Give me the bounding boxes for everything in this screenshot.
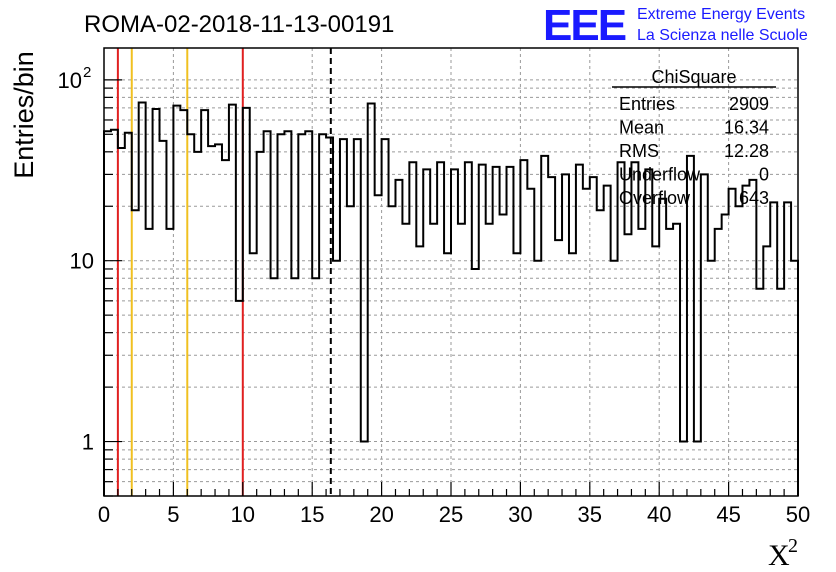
x-tick-label: 10: [231, 502, 255, 527]
x-tick-label: 45: [716, 502, 740, 527]
y-tick-label: 10: [58, 68, 82, 93]
x-axis-label-superscript: 2: [788, 535, 798, 557]
logo-line-1: Extreme Energy Events: [637, 6, 805, 23]
stats-row-value: 0: [759, 165, 769, 185]
stats-row-value: 12.28: [724, 141, 769, 161]
y-axis-label: Entries/bin: [9, 51, 39, 179]
stats-box: ChiSquare Entries 2909 Mean 16.34 RMS 12.28 Un…: [612, 67, 776, 208]
stats-row-value: 2909: [729, 94, 769, 114]
stats-title: ChiSquare: [651, 67, 736, 87]
stats-row-value: 643: [739, 188, 769, 208]
logo-line-2: La Scienza nelle Scuole: [637, 27, 808, 44]
y-tick-label: 1: [82, 430, 94, 455]
stats-row-label: RMS: [619, 141, 659, 161]
y-tick-label-superscript: 2: [83, 64, 91, 81]
x-axis-label-text: X: [768, 539, 790, 572]
stats-rows: Entries 2909 Mean 16.34 RMS 12.28 Underflow 0 Ov…: [619, 94, 769, 208]
histogram-outline: [103, 101, 799, 496]
x-tick-label: 35: [578, 502, 602, 527]
x-tick-label: 20: [369, 502, 393, 527]
x-tick-label: 40: [647, 502, 671, 527]
x-tick-label: 30: [508, 502, 532, 527]
x-tick-label: 5: [167, 502, 179, 527]
stats-row-value: 16.34: [724, 118, 769, 138]
x-tick-label: 25: [439, 502, 463, 527]
x-tick-label: 15: [300, 502, 324, 527]
stats-row-label: Entries: [619, 94, 675, 114]
stats-row-label: Mean: [619, 118, 664, 138]
chart-title: ROMA-02-2018-11-13-00191: [84, 11, 394, 38]
y-tick-label: 10: [70, 249, 94, 274]
x-axis-label: X 2: [768, 535, 798, 572]
x-tick-label: 0: [98, 502, 110, 527]
logo-eee-text: EEE: [543, 1, 626, 50]
axes: [103, 47, 799, 497]
x-tick-label: 50: [786, 502, 810, 527]
eee-logo: EEE Extreme Energy Events La Scienza nel…: [543, 1, 808, 50]
grid: [104, 48, 798, 497]
stats-row-label: Underflow: [619, 165, 701, 185]
stats-row-label: Overflow: [619, 188, 691, 208]
